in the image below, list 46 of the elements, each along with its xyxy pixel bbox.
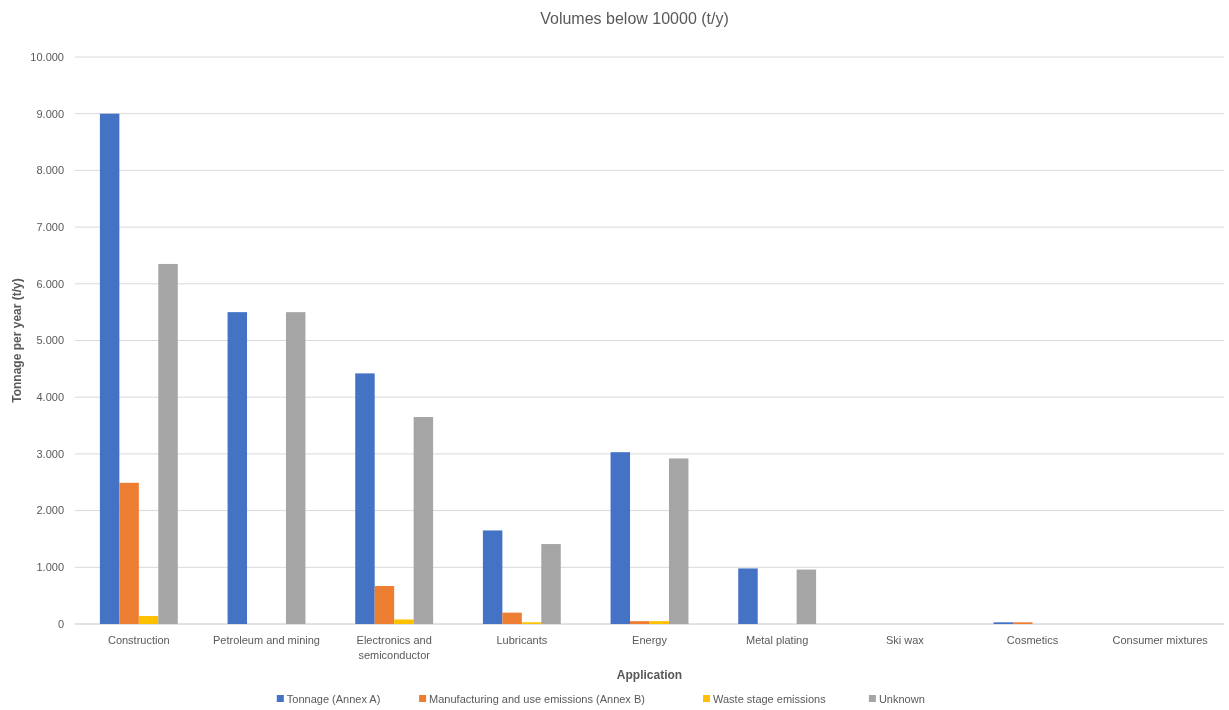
bar — [630, 621, 650, 624]
bar — [502, 612, 522, 624]
x-tick-label: Energy — [632, 634, 668, 646]
bar — [119, 482, 139, 624]
y-tick-label: 1.000 — [36, 561, 64, 574]
bar — [138, 616, 159, 624]
y-tick-label: 8.000 — [36, 164, 64, 177]
bar — [796, 569, 817, 624]
bar — [413, 417, 434, 624]
bar — [394, 619, 414, 624]
x-tick-label: Ski wax — [885, 634, 925, 646]
x-tick-label: Consumer mixtures — [1112, 634, 1209, 646]
bar — [227, 312, 248, 624]
y-tick-label: 0 — [57, 617, 64, 630]
y-tick-label: 6.000 — [36, 277, 64, 290]
x-tick-label: Electronics and semiconductor — [356, 634, 432, 661]
chart-title: Volumes below 10000 (t/y) — [540, 10, 729, 27]
x-tick-label: Metal plating — [745, 634, 809, 646]
bar — [482, 530, 503, 624]
y-tick-label: 2.000 — [36, 504, 64, 517]
bar — [541, 544, 561, 624]
bar — [649, 621, 669, 624]
bar — [285, 312, 306, 624]
bar — [355, 373, 375, 624]
y-tick-label: 5.000 — [36, 334, 64, 347]
bar — [738, 568, 758, 624]
y-tick-label: 7.000 — [36, 220, 64, 233]
bar — [374, 586, 395, 624]
legend-label: Manufacturing and use emissions (Annex B) — [429, 693, 645, 705]
x-tick-label: Construction — [107, 634, 170, 646]
bar — [158, 263, 178, 624]
y-tick-label: 4.000 — [36, 391, 64, 404]
x-tick-label: Cosmetics — [1006, 634, 1059, 646]
y-tick-label: 9.000 — [36, 107, 64, 120]
bar — [99, 113, 120, 624]
bar — [610, 452, 631, 624]
y-tick-label: 3.000 — [36, 447, 64, 460]
y-axis-title: Tonnage per year (t/y) — [10, 278, 24, 403]
x-tick-label: Lubricants — [496, 634, 548, 646]
x-tick-label: Petroleum and mining — [212, 634, 321, 646]
legend-label: Unknown — [878, 693, 925, 705]
y-tick-label: 10.000 — [30, 50, 64, 63]
legend-label: Tonnage (Annex A) — [286, 693, 381, 705]
legend-label: Waste stage emissions — [713, 693, 827, 705]
bar — [668, 458, 689, 624]
x-axis-title: Application — [616, 668, 683, 682]
